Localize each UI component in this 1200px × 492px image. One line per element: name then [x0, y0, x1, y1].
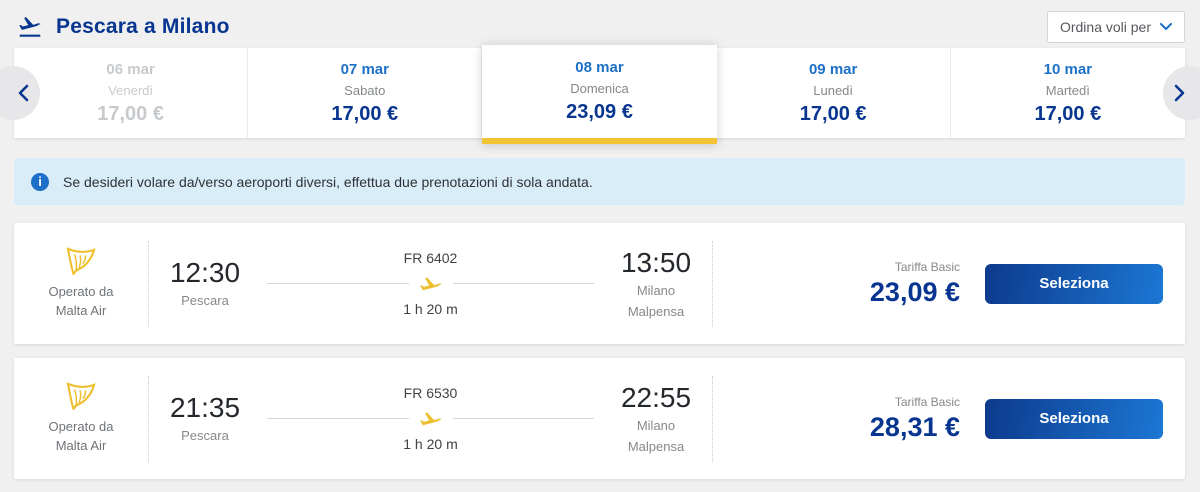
- arrival-block: 13:50 Milano Malpensa: [600, 247, 712, 320]
- fare-block: Tariffa Basic 23,09 €: [713, 260, 985, 308]
- date-tab-07-mar[interactable]: 07 mar Sabato 17,00 €: [248, 48, 483, 138]
- operator-name: Malta Air: [55, 303, 107, 318]
- fare-price: 28,31 €: [869, 411, 960, 442]
- operator-name: Malta Air: [55, 438, 107, 453]
- day-price: 23,09 €: [566, 101, 633, 123]
- day-label: Venerdì: [108, 82, 153, 98]
- chevron-right-icon: [1174, 84, 1185, 102]
- date-tab-08-mar-selected[interactable]: 08 mar Domenica 23,09 €: [482, 45, 717, 144]
- day-label: Domenica: [570, 81, 629, 96]
- arrival-block: 22:55 Milano Malpensa: [600, 382, 712, 455]
- info-banner: i Se desideri volare da/verso aeroporti …: [14, 158, 1185, 205]
- airline-block: Operato da Malta Air: [14, 246, 148, 321]
- chevron-down-icon: [1160, 23, 1172, 30]
- sort-flights-label: Ordina voli per: [1059, 19, 1151, 35]
- arrival-airport: Malpensa: [627, 438, 685, 454]
- departure-time: 12:30: [169, 257, 241, 289]
- divider: [148, 375, 149, 462]
- date-tab-06-mar[interactable]: 06 mar Venerdì 17,00 €: [14, 48, 249, 138]
- flight-number: FR 6530: [403, 385, 458, 401]
- route-line-left: [267, 283, 409, 284]
- route-title-wrap: Pescara a Milano: [16, 14, 230, 40]
- select-block: Seleziona: [985, 263, 1185, 304]
- chevron-left-icon: [18, 84, 29, 102]
- select-block: Seleziona: [985, 398, 1185, 439]
- day-label: Martedì: [1045, 82, 1090, 98]
- arrival-city: Milano: [636, 417, 676, 433]
- flight-card-fr6530: Operato da Malta Air 21:35 Pescara FR 65…: [14, 358, 1185, 479]
- arrival-time: 13:50: [620, 246, 692, 278]
- flight-duration: 1 h 20 m: [403, 436, 458, 452]
- departure-airport: Pescara: [181, 293, 229, 309]
- select-flight-button[interactable]: Seleziona: [985, 398, 1163, 439]
- route-line-right: [452, 283, 594, 284]
- date-label: 08 mar: [575, 59, 624, 76]
- departure-block: 12:30 Pescara: [149, 257, 261, 310]
- divider: [148, 240, 149, 327]
- malta-air-harp-icon: [66, 246, 96, 275]
- airline-block: Operato da Malta Air: [14, 381, 148, 456]
- day-label: Sabato: [344, 82, 386, 98]
- divider: [712, 240, 713, 327]
- date-tab-10-mar[interactable]: 10 mar Martedì 17,00 €: [950, 48, 1185, 138]
- date-tab-09-mar[interactable]: 09 mar Lunedì 17,00 €: [716, 48, 951, 138]
- departure-time: 21:35: [169, 392, 241, 424]
- route-line-right: [452, 418, 594, 419]
- plane-icon: [419, 277, 441, 291]
- departure-block: 21:35 Pescara: [149, 392, 261, 445]
- sort-flights-button[interactable]: Ordina voli per: [1046, 11, 1185, 43]
- flight-route-block: FR 6530 1 h 20 m: [261, 385, 600, 452]
- flight-takeoff-icon: [19, 17, 41, 37]
- info-banner-text: Se desideri volare da/verso aeroporti di…: [63, 173, 593, 190]
- date-label: 06 mar: [106, 60, 155, 78]
- flight-card-fr6402: Operato da Malta Air 12:30 Pescara FR 64…: [14, 223, 1185, 344]
- date-label: 09 mar: [808, 60, 858, 78]
- date-label: 10 mar: [1043, 60, 1093, 78]
- divider: [712, 375, 713, 462]
- info-icon: i: [31, 172, 49, 191]
- date-cells: 06 mar Venerdì 17,00 € 07 mar Sabato 17,…: [14, 45, 1185, 144]
- day-price: 17,00 €: [331, 102, 399, 125]
- arrival-airport: Malpensa: [627, 303, 685, 319]
- arrival-time: 22:55: [620, 381, 692, 413]
- arrival-city: Milano: [636, 282, 676, 298]
- day-price: 17,00 €: [1034, 102, 1102, 125]
- date-carousel: 06 mar Venerdì 17,00 € 07 mar Sabato 17,…: [0, 45, 1200, 144]
- carousel-next-button[interactable]: [1163, 66, 1200, 120]
- fare-type-label: Tariffa Basic: [894, 394, 960, 409]
- fare-price: 23,09 €: [869, 276, 960, 307]
- day-price: 17,00 €: [799, 102, 867, 125]
- plane-icon: [419, 412, 441, 426]
- route-line: [267, 276, 594, 291]
- fare-type-label: Tariffa Basic: [894, 259, 960, 274]
- page-header: Pescara a Milano Ordina voli per: [0, 0, 1200, 48]
- select-flight-button[interactable]: Seleziona: [985, 263, 1163, 304]
- malta-air-harp-icon: [66, 381, 96, 410]
- day-label: Lunedì: [813, 82, 854, 98]
- flight-number: FR 6402: [403, 250, 458, 266]
- flight-duration: 1 h 20 m: [403, 301, 458, 317]
- operated-by-label: Operato da: [48, 283, 114, 299]
- route-line: [267, 411, 594, 426]
- route-line-left: [267, 418, 409, 419]
- page-title: Pescara a Milano: [56, 15, 230, 38]
- fare-block: Tariffa Basic 28,31 €: [713, 395, 985, 443]
- day-price: 17,00 €: [97, 102, 164, 125]
- operated-by-label: Operato da: [48, 418, 114, 434]
- departure-airport: Pescara: [181, 428, 229, 444]
- date-label: 07 mar: [340, 60, 389, 78]
- flight-route-block: FR 6402 1 h 20 m: [261, 250, 600, 317]
